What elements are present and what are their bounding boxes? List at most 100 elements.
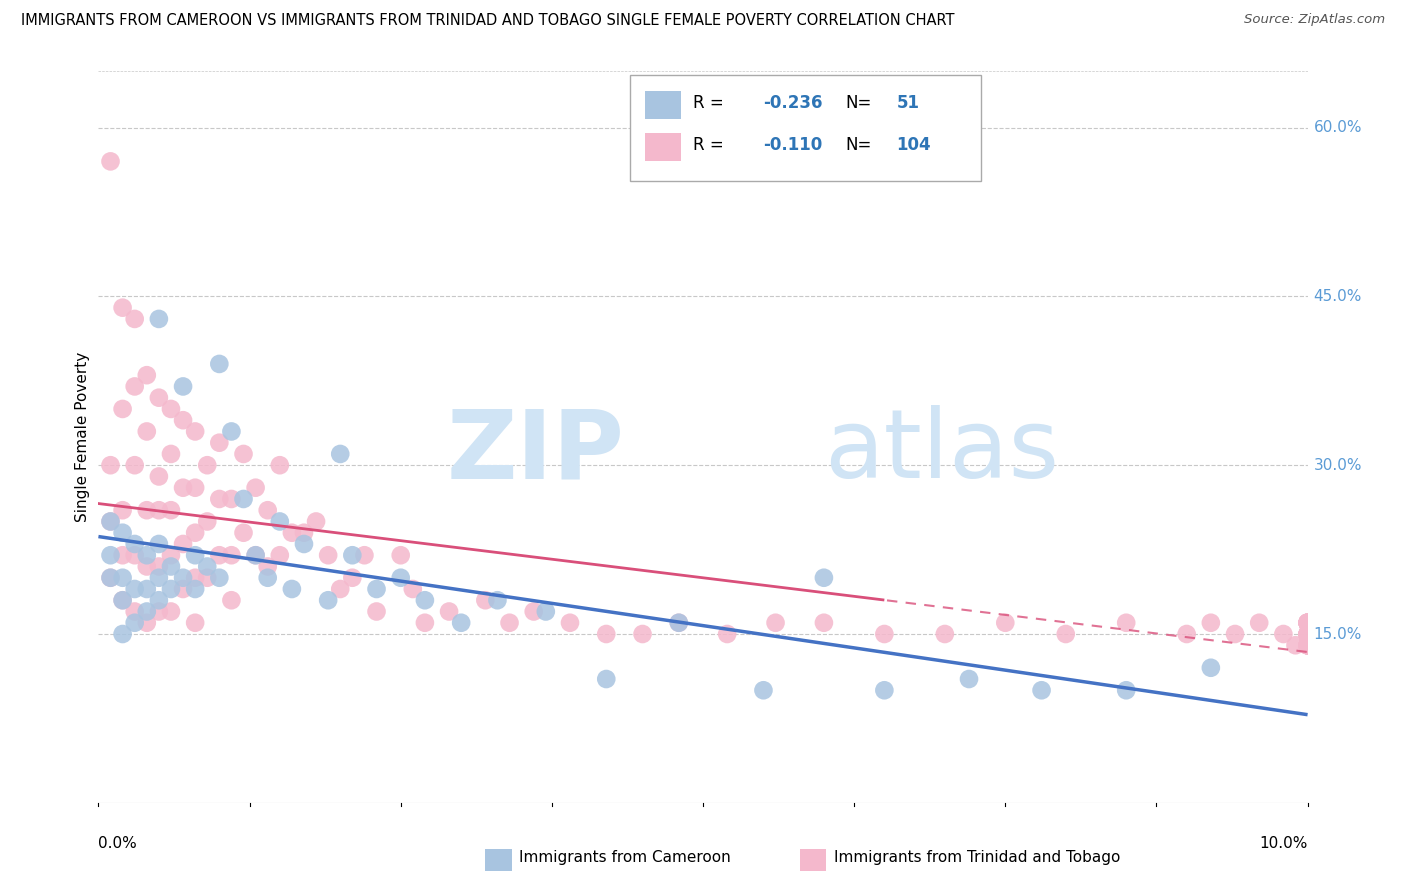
Point <box>994 615 1017 630</box>
Point <box>160 548 183 562</box>
Point <box>1296 627 1319 641</box>
Point <box>208 357 231 371</box>
Point <box>752 683 775 698</box>
Point <box>172 582 194 596</box>
Text: ZIP: ZIP <box>447 405 624 499</box>
Point <box>124 312 146 326</box>
Point <box>195 515 218 529</box>
Text: 45.0%: 45.0% <box>1313 289 1362 304</box>
Point <box>232 491 254 506</box>
Point <box>148 391 170 405</box>
Point <box>221 491 243 506</box>
Point <box>1272 627 1295 641</box>
Point <box>316 593 339 607</box>
Point <box>245 548 267 562</box>
Point <box>1296 638 1319 652</box>
Point <box>873 683 896 698</box>
Point <box>813 615 835 630</box>
Point <box>1115 683 1137 698</box>
Point <box>172 379 194 393</box>
Point <box>1284 638 1306 652</box>
FancyBboxPatch shape <box>630 75 981 181</box>
Text: 0.0%: 0.0% <box>98 836 138 851</box>
Point <box>100 515 122 529</box>
Point <box>172 537 194 551</box>
Point <box>135 559 157 574</box>
Point <box>124 615 146 630</box>
Text: 15.0%: 15.0% <box>1313 626 1362 641</box>
Text: 60.0%: 60.0% <box>1313 120 1362 135</box>
Point <box>100 154 122 169</box>
Point <box>160 605 183 619</box>
FancyBboxPatch shape <box>800 849 827 871</box>
FancyBboxPatch shape <box>485 849 512 871</box>
Point <box>1175 627 1198 641</box>
Point <box>221 548 243 562</box>
Point <box>148 503 170 517</box>
Point <box>135 503 157 517</box>
Point <box>221 593 243 607</box>
Point <box>329 447 352 461</box>
Text: Immigrants from Trinidad and Tobago: Immigrants from Trinidad and Tobago <box>834 850 1121 865</box>
Point <box>342 548 364 562</box>
Point <box>366 605 388 619</box>
Point <box>135 582 157 596</box>
Point <box>184 525 207 540</box>
Point <box>100 571 122 585</box>
Point <box>1296 615 1319 630</box>
Text: atlas: atlas <box>824 405 1059 499</box>
Point <box>450 615 472 630</box>
Text: IMMIGRANTS FROM CAMEROON VS IMMIGRANTS FROM TRINIDAD AND TOBAGO SINGLE FEMALE PO: IMMIGRANTS FROM CAMEROON VS IMMIGRANTS F… <box>21 13 955 29</box>
Point <box>160 559 183 574</box>
Point <box>269 515 291 529</box>
Point <box>111 627 134 641</box>
Point <box>111 401 134 416</box>
Point <box>813 571 835 585</box>
Point <box>232 447 254 461</box>
Point <box>316 548 339 562</box>
Point <box>353 548 375 562</box>
Point <box>111 301 134 315</box>
Point <box>1296 615 1319 630</box>
Point <box>1296 615 1319 630</box>
Point <box>1296 615 1319 630</box>
Point <box>1296 615 1319 630</box>
Point <box>1296 627 1319 641</box>
Point <box>413 615 436 630</box>
Point <box>160 401 183 416</box>
Point <box>668 615 690 630</box>
Point <box>184 615 207 630</box>
Text: N=: N= <box>845 94 872 112</box>
Point <box>245 481 267 495</box>
Point <box>1249 615 1271 630</box>
Point <box>1199 661 1222 675</box>
Point <box>148 559 170 574</box>
Text: Source: ZipAtlas.com: Source: ZipAtlas.com <box>1244 13 1385 27</box>
Point <box>595 627 617 641</box>
Point <box>558 615 581 630</box>
Point <box>256 559 278 574</box>
Text: 10.0%: 10.0% <box>1260 836 1308 851</box>
Text: -0.236: -0.236 <box>763 94 823 112</box>
Point <box>668 615 690 630</box>
Point <box>135 548 157 562</box>
Point <box>111 593 134 607</box>
Point <box>873 627 896 641</box>
Point <box>135 605 157 619</box>
Point <box>413 593 436 607</box>
Point <box>1296 638 1319 652</box>
Text: 51: 51 <box>897 94 920 112</box>
Point <box>402 582 425 596</box>
Text: 30.0%: 30.0% <box>1313 458 1362 473</box>
Point <box>366 582 388 596</box>
Point <box>135 615 157 630</box>
Point <box>269 548 291 562</box>
Point <box>1223 627 1246 641</box>
Point <box>195 559 218 574</box>
Point <box>135 425 157 439</box>
Point <box>292 525 315 540</box>
Point <box>1031 683 1053 698</box>
Point <box>486 593 509 607</box>
Point <box>184 571 207 585</box>
Point <box>1296 638 1319 652</box>
